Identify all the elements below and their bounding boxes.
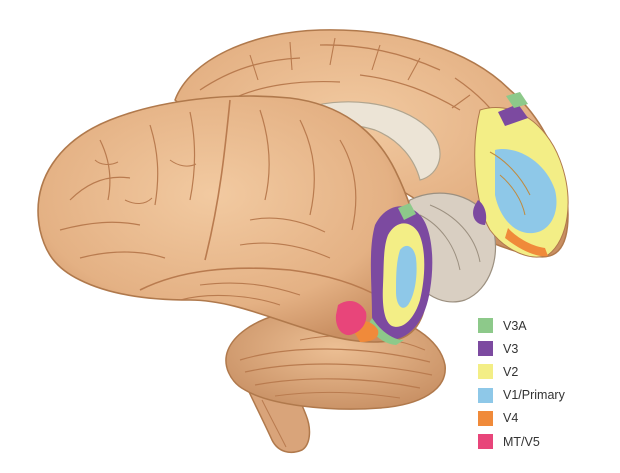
mt-v5-swatch bbox=[478, 434, 493, 450]
medial-occipital-visual-areas bbox=[473, 92, 569, 258]
v3-swatch bbox=[478, 341, 493, 357]
v3a-swatch bbox=[478, 318, 493, 334]
legend-label: V3 bbox=[503, 341, 519, 356]
legend-label: V3A bbox=[503, 318, 527, 333]
lateral-hemisphere bbox=[37, 95, 427, 343]
legend-item-v4: V4 bbox=[478, 407, 608, 430]
v1-primary-swatch bbox=[478, 387, 493, 403]
legend-item-v3a: V3A bbox=[478, 314, 608, 337]
legend-item-mt-v5: MT/V5 bbox=[478, 430, 608, 453]
legend-item-v3: V3 bbox=[478, 337, 608, 360]
v2-swatch bbox=[478, 364, 493, 380]
visual-areas-legend: V3A V3 V2 V1/Primary V4 MT/V5 bbox=[478, 314, 608, 453]
legend-label: V4 bbox=[503, 411, 519, 426]
legend-item-v2: V2 bbox=[478, 360, 608, 383]
legend-item-v1-primary: V1/Primary bbox=[478, 384, 608, 407]
lateral-occipital-visual-areas bbox=[335, 203, 433, 345]
legend-label: V2 bbox=[503, 364, 519, 379]
legend-label: V1/Primary bbox=[503, 388, 565, 403]
legend-label: MT/V5 bbox=[503, 434, 540, 449]
v4-swatch bbox=[478, 410, 493, 426]
